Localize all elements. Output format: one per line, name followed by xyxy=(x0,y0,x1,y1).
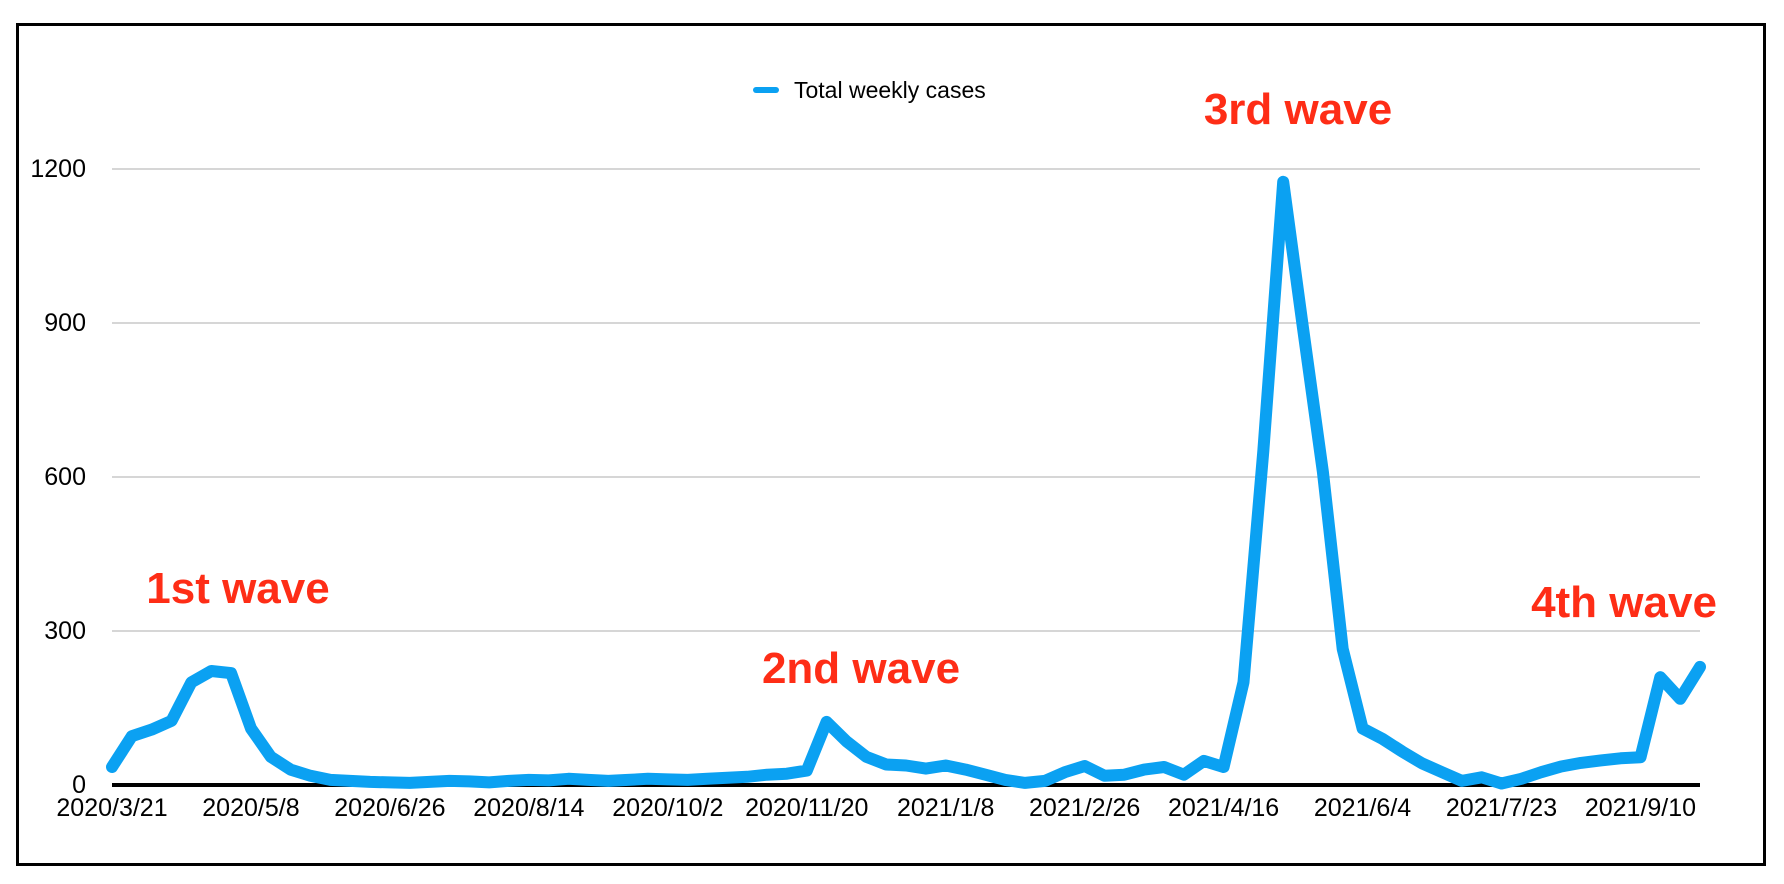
x-tick-label: 2020/10/2 xyxy=(612,794,723,822)
x-tick-label: 2021/4/16 xyxy=(1168,794,1279,822)
x-tick-label: 2020/6/26 xyxy=(334,794,445,822)
x-tick-label: 2021/6/4 xyxy=(1314,794,1411,822)
wave-annotation: 2nd wave xyxy=(761,644,961,693)
y-tick-label: 900 xyxy=(44,309,86,337)
x-tick-label: 2020/3/21 xyxy=(56,794,167,822)
x-tick-label: 2020/8/14 xyxy=(473,794,584,822)
y-tick-label: 600 xyxy=(44,463,86,491)
x-tick-label: 2021/1/8 xyxy=(897,794,994,822)
x-tick-label: 2021/7/23 xyxy=(1446,794,1557,822)
y-tick-label: 0 xyxy=(72,771,86,799)
x-tick-label: 2020/5/8 xyxy=(202,794,299,822)
wave-annotation: 4th wave xyxy=(1531,578,1717,627)
legend: Total weekly cases xyxy=(753,76,986,104)
x-tick-label: 2021/2/26 xyxy=(1029,794,1140,822)
x-tick-label: 2020/11/20 xyxy=(745,794,868,822)
series-line-total-weekly-cases xyxy=(106,175,1706,790)
wave-annotation: 1st wave xyxy=(146,564,330,613)
legend-label: Total weekly cases xyxy=(794,77,986,103)
wave-annotation: 3rd wave xyxy=(1203,85,1393,134)
legend-line-marker-icon xyxy=(753,87,779,93)
y-tick-label: 300 xyxy=(44,617,86,645)
x-tick-label: 2021/9/10 xyxy=(1585,794,1696,822)
y-tick-label: 1200 xyxy=(30,155,86,183)
